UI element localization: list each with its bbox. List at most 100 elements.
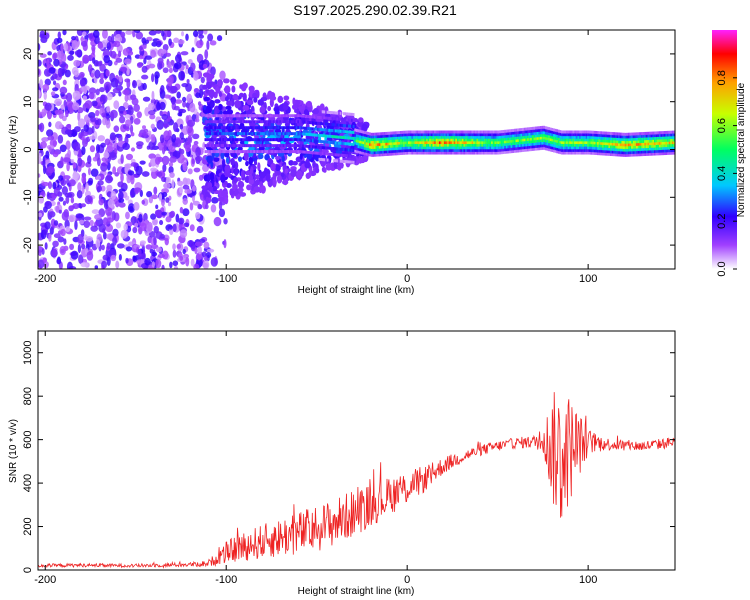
spectrogram-blob (134, 30, 141, 34)
spectrogram-ridge-cell (421, 141, 423, 145)
spectrogram-ridge-cell (644, 147, 647, 151)
spectrogram-ridge-cell (649, 142, 651, 146)
spectrogram-blob (52, 151, 59, 158)
spectrogram-ridge-cell (476, 141, 479, 145)
spectrogram-blob (205, 196, 209, 205)
spectrogram-ridge-cell (517, 136, 519, 140)
spectrogram-ridge-cell (222, 138, 225, 142)
spectrogram-ridge-cell (298, 132, 301, 136)
spectrogram-ridge-cell (642, 137, 645, 141)
spectrogram-ridge-cell (443, 148, 446, 152)
spectrogram-ridge-cell (466, 141, 469, 145)
spectrogram-ridge-cell (445, 146, 448, 150)
spectrogram-ridge-cell (471, 148, 474, 152)
spectrogram-blob (225, 182, 232, 188)
spectrogram-ridge-cell (432, 141, 435, 145)
spectrogram-ridge-cell (481, 151, 484, 155)
snr-frame (37, 330, 676, 571)
spectrogram-ridge-cell (504, 145, 506, 149)
spectrogram-ridge-cell (631, 135, 634, 139)
spectrogram-ridge-cell (396, 146, 399, 150)
spectrogram-ridge-cell (445, 133, 448, 137)
spectrogram-ridge-cell (499, 148, 502, 152)
spectrogram-blob (274, 169, 279, 177)
spectrogram-blob (192, 30, 199, 38)
spectrogram-ridge-cell (528, 148, 531, 152)
spectrogram-ridge-cell (670, 149, 673, 153)
spectrogram-ridge-cell (391, 147, 394, 151)
spectrogram-ridge-cell (344, 148, 347, 152)
spectrogram-ridge-cell (536, 134, 539, 138)
spectrogram-ridge-cell (551, 143, 554, 147)
spectrogram-blob (125, 126, 130, 132)
spectrogram-blob (60, 104, 65, 110)
spectrogram-ridge-cell (448, 141, 451, 145)
spectrogram-ridge-cell (522, 127, 524, 131)
spectrogram-ridge-cell (531, 132, 534, 136)
spectrogram-ridge-cell (590, 149, 593, 153)
spectrogram-ridge-cell (414, 141, 417, 145)
spectrogram-ridge-cell (447, 135, 449, 139)
spectrogram-ridge-cell (640, 147, 643, 151)
spectrogram-ridge-cell (326, 158, 329, 162)
spectrogram-blob (315, 166, 319, 174)
spectrogram-blob (106, 93, 113, 101)
spectrogram-ridge-cell (364, 138, 366, 142)
spectrogram-ridge-cell (406, 133, 409, 137)
spectrogram-blob (113, 40, 121, 48)
spectrogram-ridge-cell (634, 135, 637, 139)
spectrogram-ridge-cell (655, 134, 658, 138)
spectrogram-blob (173, 37, 180, 44)
spectrogram-ridge-cell (429, 130, 432, 134)
spectrogram-ridge-cell (443, 151, 446, 155)
spectrogram-ridge-cell (315, 145, 318, 149)
spectrogram-ridge-cell (465, 133, 467, 137)
spectrogram-ridge-cell (639, 153, 642, 157)
spectrogram-ridge-cell (528, 129, 531, 133)
spectrogram-ridge-cell (399, 136, 402, 140)
spectrogram-ridge-cell (456, 146, 459, 150)
spectrogram-ridge-cell (562, 135, 565, 139)
spectrogram-blob (59, 86, 68, 95)
spectrogram-ridge-cell (629, 132, 632, 136)
spectrogram-ridge-cell (608, 131, 611, 135)
spectrogram-blob (149, 114, 156, 120)
spectrogram-blob (125, 246, 133, 252)
spectrogram-ridge-cell (277, 150, 280, 154)
spectrogram-ridge-cell (593, 141, 596, 145)
spectrogram-ridge-cell (222, 132, 225, 136)
spectrogram-ridge-cell (504, 137, 506, 141)
spectrogram-ridge-cell (342, 136, 345, 140)
spectrogram-ridge-cell (453, 151, 456, 155)
spectrogram-ridge-cell (435, 143, 438, 147)
spectrogram-ridge-cell (492, 130, 495, 134)
spectrogram-ridge-cell (502, 137, 505, 141)
spectrogram-blob (42, 229, 48, 236)
spectrogram-ridge-cell (448, 130, 451, 134)
spectrogram-ridge-cell (338, 123, 340, 127)
spectrogram-ridge-cell (650, 144, 653, 148)
spectrogram-blob (47, 135, 55, 141)
spectrogram-ridge-cell (554, 134, 557, 138)
spectrogram-ridge-cell (439, 143, 441, 147)
spectrogram-ridge-cell (414, 138, 417, 142)
spectrogram-ridge-cell (390, 136, 392, 140)
spectrogram-ridge-cell (339, 135, 342, 139)
spectrogram-ridge-cell (533, 145, 536, 149)
spectrogram-ridge-cell (575, 138, 578, 142)
spectrogram-ridge-cell (585, 141, 588, 145)
spectrogram-blob (281, 155, 285, 163)
spectrogram-ridge-cell (460, 135, 462, 139)
spectrogram-ridge-cell (237, 126, 239, 130)
spectrogram-ridge-cell (487, 141, 490, 145)
spectrogram-blob (159, 101, 166, 111)
spectrogram-blob (120, 229, 128, 239)
spectrogram-ridge-cell (386, 131, 389, 135)
spectrogram-ridge-cell (455, 141, 458, 145)
spectrogram-ridge-cell (248, 144, 251, 148)
spectrogram-ridge-cell (544, 147, 547, 151)
spectrogram-ridge-cell (657, 144, 660, 148)
spectrogram-blob (77, 182, 82, 192)
spectrogram-ridge-cell (401, 146, 404, 150)
spectrogram-blob (239, 192, 247, 197)
